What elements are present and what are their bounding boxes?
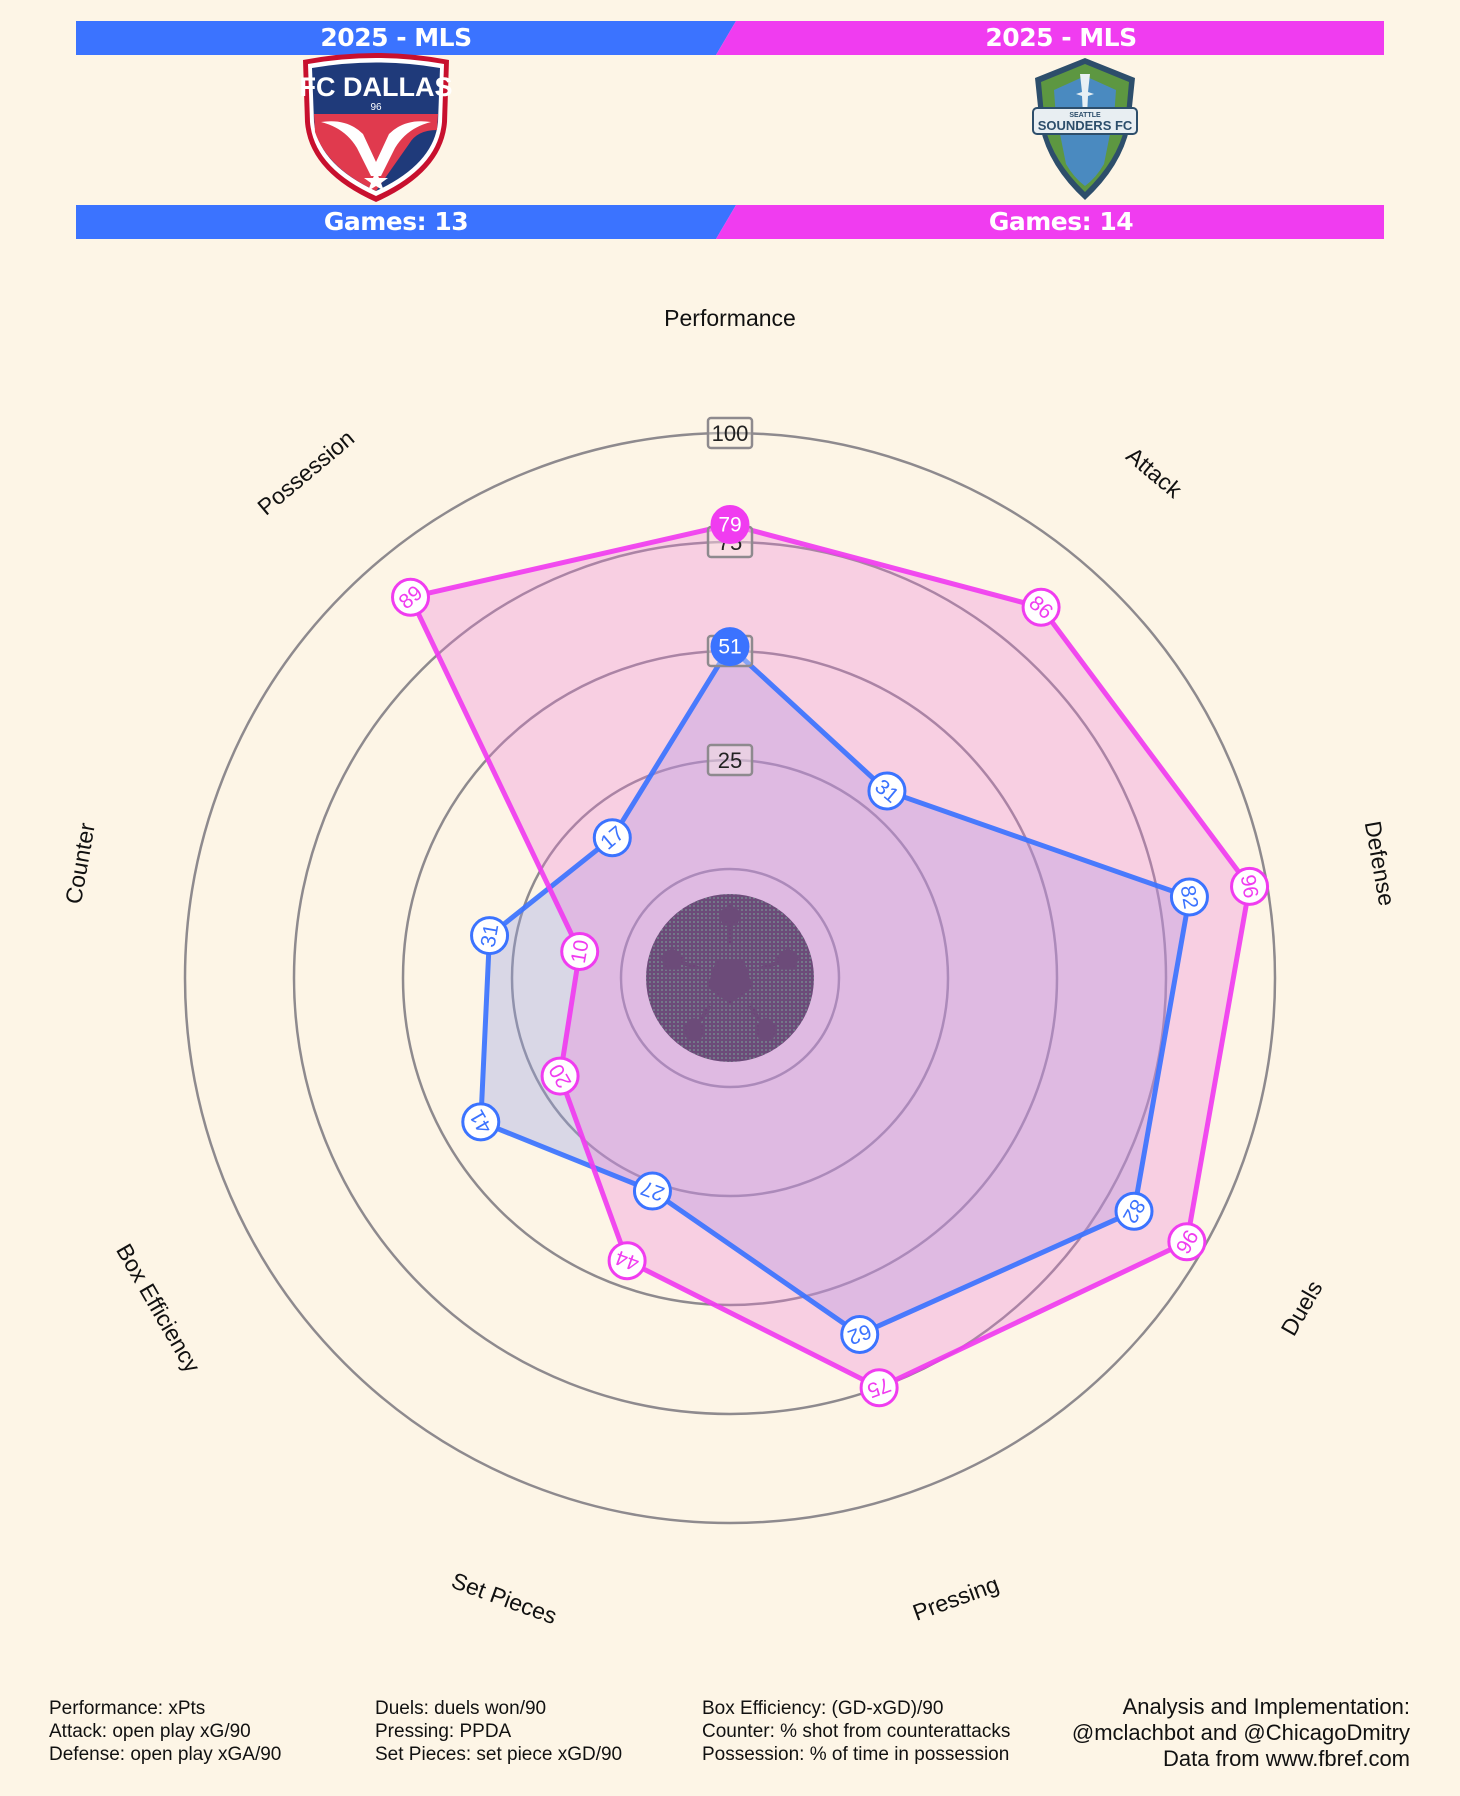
right-team-season: 2025 - MLS bbox=[985, 23, 1137, 52]
value-marker bbox=[1021, 587, 1061, 627]
season-banner: 2025 - MLS 2025 - MLS bbox=[76, 21, 1384, 55]
credits-line: Data from www.fbref.com bbox=[1163, 1746, 1410, 1771]
right-team-games: Games: 14 bbox=[988, 207, 1134, 236]
value-marker bbox=[461, 1102, 501, 1142]
footer-line: Attack: open play xG/90 bbox=[49, 1721, 251, 1742]
ball-seam bbox=[761, 958, 787, 970]
value-marker bbox=[592, 818, 632, 858]
value-marker bbox=[607, 1241, 647, 1281]
grid-ring bbox=[619, 867, 841, 1089]
value-label: 96 bbox=[1236, 873, 1263, 900]
radar-chart: 255075100 513182826227413117798696967544… bbox=[60, 305, 1400, 1629]
credits: Analysis and Implementation: @mclachbot … bbox=[1072, 1694, 1410, 1772]
fc-dallas-year: 96 bbox=[370, 102, 382, 113]
ring-label-box bbox=[706, 743, 754, 777]
value-marker bbox=[470, 916, 510, 956]
value-marker bbox=[710, 627, 750, 667]
footer-definitions-2: Duels: duels won/90 Pressing: PPDA Set P… bbox=[375, 1697, 622, 1766]
footer-line: Possession: % of time in possession bbox=[702, 1744, 1010, 1765]
footer-line: Duels: duels won/90 bbox=[375, 1698, 547, 1719]
left-team-games: Games: 13 bbox=[323, 207, 469, 236]
value-marker bbox=[1169, 877, 1209, 917]
series-line-2 bbox=[408, 522, 1252, 1391]
value-label: 31 bbox=[477, 922, 504, 949]
value-marker bbox=[859, 1368, 899, 1408]
footer-definitions-3: Box Efficiency: (GD-xGD)/90 Counter: % s… bbox=[702, 1697, 1010, 1766]
value-marker bbox=[540, 1056, 580, 1096]
axis-label: Pressing bbox=[909, 1571, 1002, 1626]
axis-label: Set Pieces bbox=[448, 1567, 560, 1629]
axis-label: Box Efficiency bbox=[111, 1239, 206, 1377]
series-areas bbox=[408, 522, 1252, 1391]
footer-line: Defense: open play xGA/90 bbox=[49, 1744, 282, 1765]
footer-line: Box Efficiency: (GD-xGD)/90 bbox=[702, 1698, 944, 1719]
value-marker bbox=[1230, 866, 1270, 906]
ball-seam bbox=[748, 1004, 766, 1028]
value-marker bbox=[710, 505, 750, 545]
value-marker bbox=[560, 932, 600, 972]
axis-label: Performance bbox=[664, 305, 796, 331]
ball-seam bbox=[694, 1004, 712, 1028]
ring-label: 100 bbox=[712, 421, 749, 446]
banner-background bbox=[76, 205, 1384, 239]
footer-line: Performance: xPts bbox=[49, 1698, 206, 1719]
fc-dallas-crest-logo: FC DALLAS 96 bbox=[300, 53, 453, 202]
footer-line: Counter: % shot from counterattacks bbox=[702, 1721, 1011, 1742]
value-marker bbox=[1167, 1222, 1207, 1262]
value-marker bbox=[1114, 1191, 1154, 1231]
ball-seam bbox=[673, 958, 699, 970]
credits-line: Analysis and Implementation: bbox=[1122, 1694, 1410, 1719]
axis-label: Duels bbox=[1276, 1276, 1328, 1340]
banner-background bbox=[76, 21, 1384, 55]
axis-label: Defense bbox=[1360, 819, 1400, 908]
left-team-season: 2025 - MLS bbox=[320, 23, 472, 52]
value-label: 82 bbox=[1176, 884, 1203, 911]
grid-ring bbox=[183, 431, 1277, 1525]
ring-label: 25 bbox=[718, 748, 742, 773]
seattle-sounders-crest-logo: SEATTLE SOUNDERS FC bbox=[1032, 58, 1138, 200]
ball-patch bbox=[707, 960, 753, 1004]
footer-definitions-1: Performance: xPts Attack: open play xG/9… bbox=[49, 1697, 281, 1766]
axis-label: Attack bbox=[1121, 442, 1187, 503]
sounders-wordmark: SOUNDERS FC bbox=[1038, 118, 1133, 133]
ball-patch bbox=[776, 948, 800, 970]
games-banner: Games: 13 Games: 14 bbox=[76, 205, 1384, 239]
series-area-2 bbox=[410, 524, 1250, 1388]
footer-line: Pressing: PPDA bbox=[375, 1721, 512, 1742]
fc-dallas-wordmark: FC DALLAS bbox=[300, 72, 453, 102]
axis-label: Possession bbox=[252, 425, 359, 521]
value-marker bbox=[632, 1171, 672, 1211]
grid-ring bbox=[510, 758, 950, 1198]
value-label: 10 bbox=[567, 938, 594, 965]
value-label: 79 bbox=[718, 514, 741, 537]
footer-line: Set Pieces: set piece xGD/90 bbox=[375, 1744, 623, 1765]
football-icon bbox=[646, 894, 814, 1062]
series-area-1 bbox=[480, 646, 1190, 1335]
ring-label-box bbox=[706, 416, 754, 450]
value-marker bbox=[840, 1314, 880, 1354]
value-label: 51 bbox=[718, 636, 741, 659]
ball-patch bbox=[660, 948, 684, 970]
credits-line: @mclachbot and @ChicagoDmitry bbox=[1071, 1720, 1410, 1745]
sounders-city-text: SEATTLE bbox=[1069, 112, 1101, 119]
ball-patch bbox=[718, 904, 742, 926]
value-marker bbox=[867, 771, 907, 811]
axis-label: Counter bbox=[60, 820, 100, 905]
value-marker bbox=[391, 577, 431, 617]
